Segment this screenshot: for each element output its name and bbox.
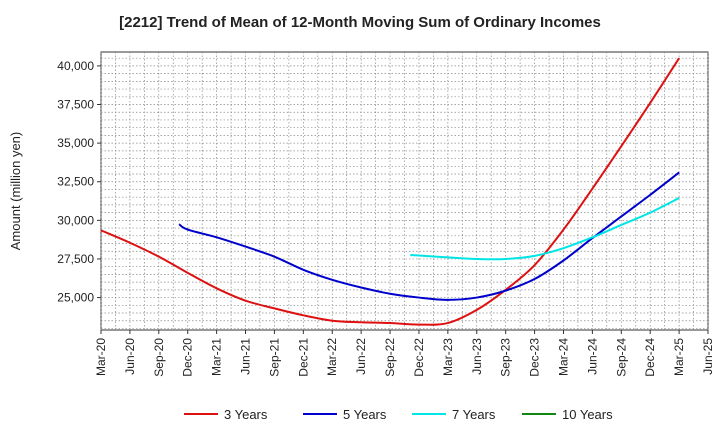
y-axis-title: Amount (million yen) (8, 132, 23, 251)
legend-label: 3 Years (224, 407, 268, 422)
x-tick-label: Dec-21 (296, 338, 310, 377)
legend-item: 3 Years (184, 407, 268, 422)
x-tick-label: Mar-22 (325, 338, 339, 376)
x-tick-label: Dec-20 (181, 338, 195, 377)
x-tick-label: Jun-21 (239, 338, 253, 375)
legend: 3 Years 5 Years 7 Years 10 Years (184, 407, 613, 422)
x-tick-label: Jun-25 (701, 338, 715, 375)
x-tick-label: Sep-24 (614, 338, 628, 377)
x-tick-label: Jun-20 (123, 338, 137, 375)
legend-label: 7 Years (452, 407, 496, 422)
y-tick-label: 37,500 (57, 98, 94, 112)
legend-item: 7 Years (412, 407, 496, 422)
series-lines (100, 57, 680, 326)
x-tick-label: Jun-22 (354, 338, 368, 375)
y-tick-label: 30,000 (57, 213, 94, 227)
series-line-3-years (100, 57, 680, 326)
x-axis: Mar-20 Jun-20 Sep-20 Dec-20 Mar-21 Jun-21 Sep-… (94, 330, 715, 377)
x-tick-label: Sep-23 (499, 338, 513, 377)
y-tick-label: 40,000 (57, 59, 94, 73)
x-tick-label: Jun-24 (585, 338, 599, 375)
plot-frame (100, 51, 709, 331)
legend-item: 5 Years (303, 407, 387, 422)
x-tick-label: Jun-23 (470, 338, 484, 375)
y-tick-label: 35,000 (57, 136, 94, 150)
legend-label: 5 Years (343, 407, 387, 422)
y-tick-label: 25,000 (57, 291, 94, 305)
x-tick-label: Mar-23 (441, 338, 455, 376)
x-tick-label: Dec-23 (528, 338, 542, 377)
x-tick-label: Dec-22 (412, 338, 426, 377)
x-tick-label: Sep-21 (267, 338, 281, 377)
y-tick-label: 32,500 (57, 175, 94, 189)
chart-title: [2212] Trend of Mean of 12-Month Moving … (119, 14, 601, 31)
series-line-7-years (410, 197, 680, 261)
x-tick-label: Mar-21 (210, 338, 224, 376)
x-tick-label: Sep-20 (152, 338, 166, 377)
legend-label: 10 Years (562, 407, 613, 422)
legend-item: 10 Years (522, 407, 613, 422)
x-tick-label: Mar-25 (672, 338, 686, 376)
y-axis: 25,000 27,500 30,000 32,500 35,000 37,500 40,0… (57, 59, 101, 305)
x-tick-label: Sep-22 (383, 338, 397, 377)
x-tick-label: Mar-20 (94, 338, 108, 376)
x-tick-label: Dec-24 (643, 338, 657, 377)
x-tick-label: Mar-24 (556, 338, 570, 376)
y-tick-label: 27,500 (57, 252, 94, 266)
